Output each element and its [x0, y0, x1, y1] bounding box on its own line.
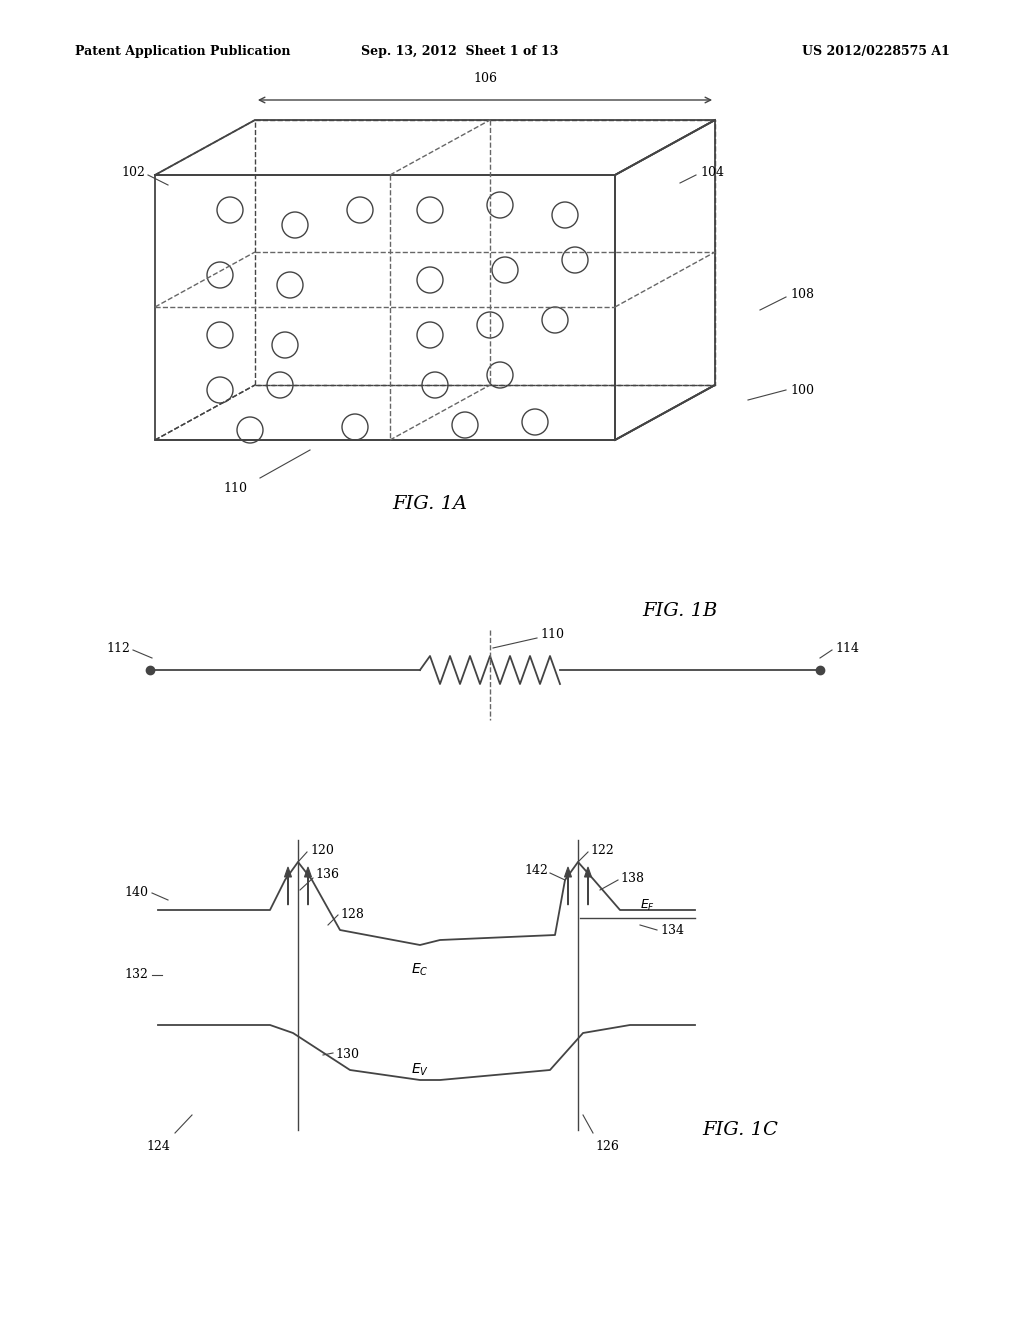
Text: 142: 142 — [524, 863, 548, 876]
Text: 102: 102 — [121, 165, 145, 178]
Text: $E_F$: $E_F$ — [640, 898, 655, 913]
Text: 124: 124 — [146, 1140, 170, 1152]
Text: $E_C$: $E_C$ — [412, 962, 429, 978]
Text: Sep. 13, 2012  Sheet 1 of 13: Sep. 13, 2012 Sheet 1 of 13 — [361, 45, 559, 58]
Text: 132: 132 — [124, 969, 148, 982]
Text: 128: 128 — [340, 908, 364, 921]
Text: 114: 114 — [835, 642, 859, 655]
Text: 110: 110 — [540, 628, 564, 642]
Text: 108: 108 — [790, 289, 814, 301]
Text: FIG. 1B: FIG. 1B — [642, 602, 718, 620]
Text: 140: 140 — [124, 887, 148, 899]
Text: Patent Application Publication: Patent Application Publication — [75, 45, 291, 58]
FancyArrow shape — [585, 867, 592, 906]
Text: 106: 106 — [473, 73, 497, 84]
Text: 136: 136 — [315, 869, 339, 882]
Text: FIG. 1C: FIG. 1C — [702, 1121, 778, 1139]
Text: FIG. 1A: FIG. 1A — [392, 495, 468, 513]
FancyArrow shape — [304, 867, 311, 906]
FancyArrow shape — [564, 867, 571, 906]
Text: 100: 100 — [790, 384, 814, 396]
Text: 126: 126 — [595, 1140, 618, 1152]
Text: $E_V$: $E_V$ — [411, 1063, 429, 1078]
Text: 120: 120 — [310, 843, 334, 857]
Text: 130: 130 — [335, 1048, 359, 1061]
Text: US 2012/0228575 A1: US 2012/0228575 A1 — [802, 45, 950, 58]
Text: 138: 138 — [620, 871, 644, 884]
Text: 134: 134 — [660, 924, 684, 936]
Text: 110: 110 — [223, 482, 247, 495]
FancyArrow shape — [285, 867, 292, 906]
Text: 104: 104 — [700, 165, 724, 178]
Text: 122: 122 — [590, 843, 613, 857]
Text: 112: 112 — [106, 642, 130, 655]
